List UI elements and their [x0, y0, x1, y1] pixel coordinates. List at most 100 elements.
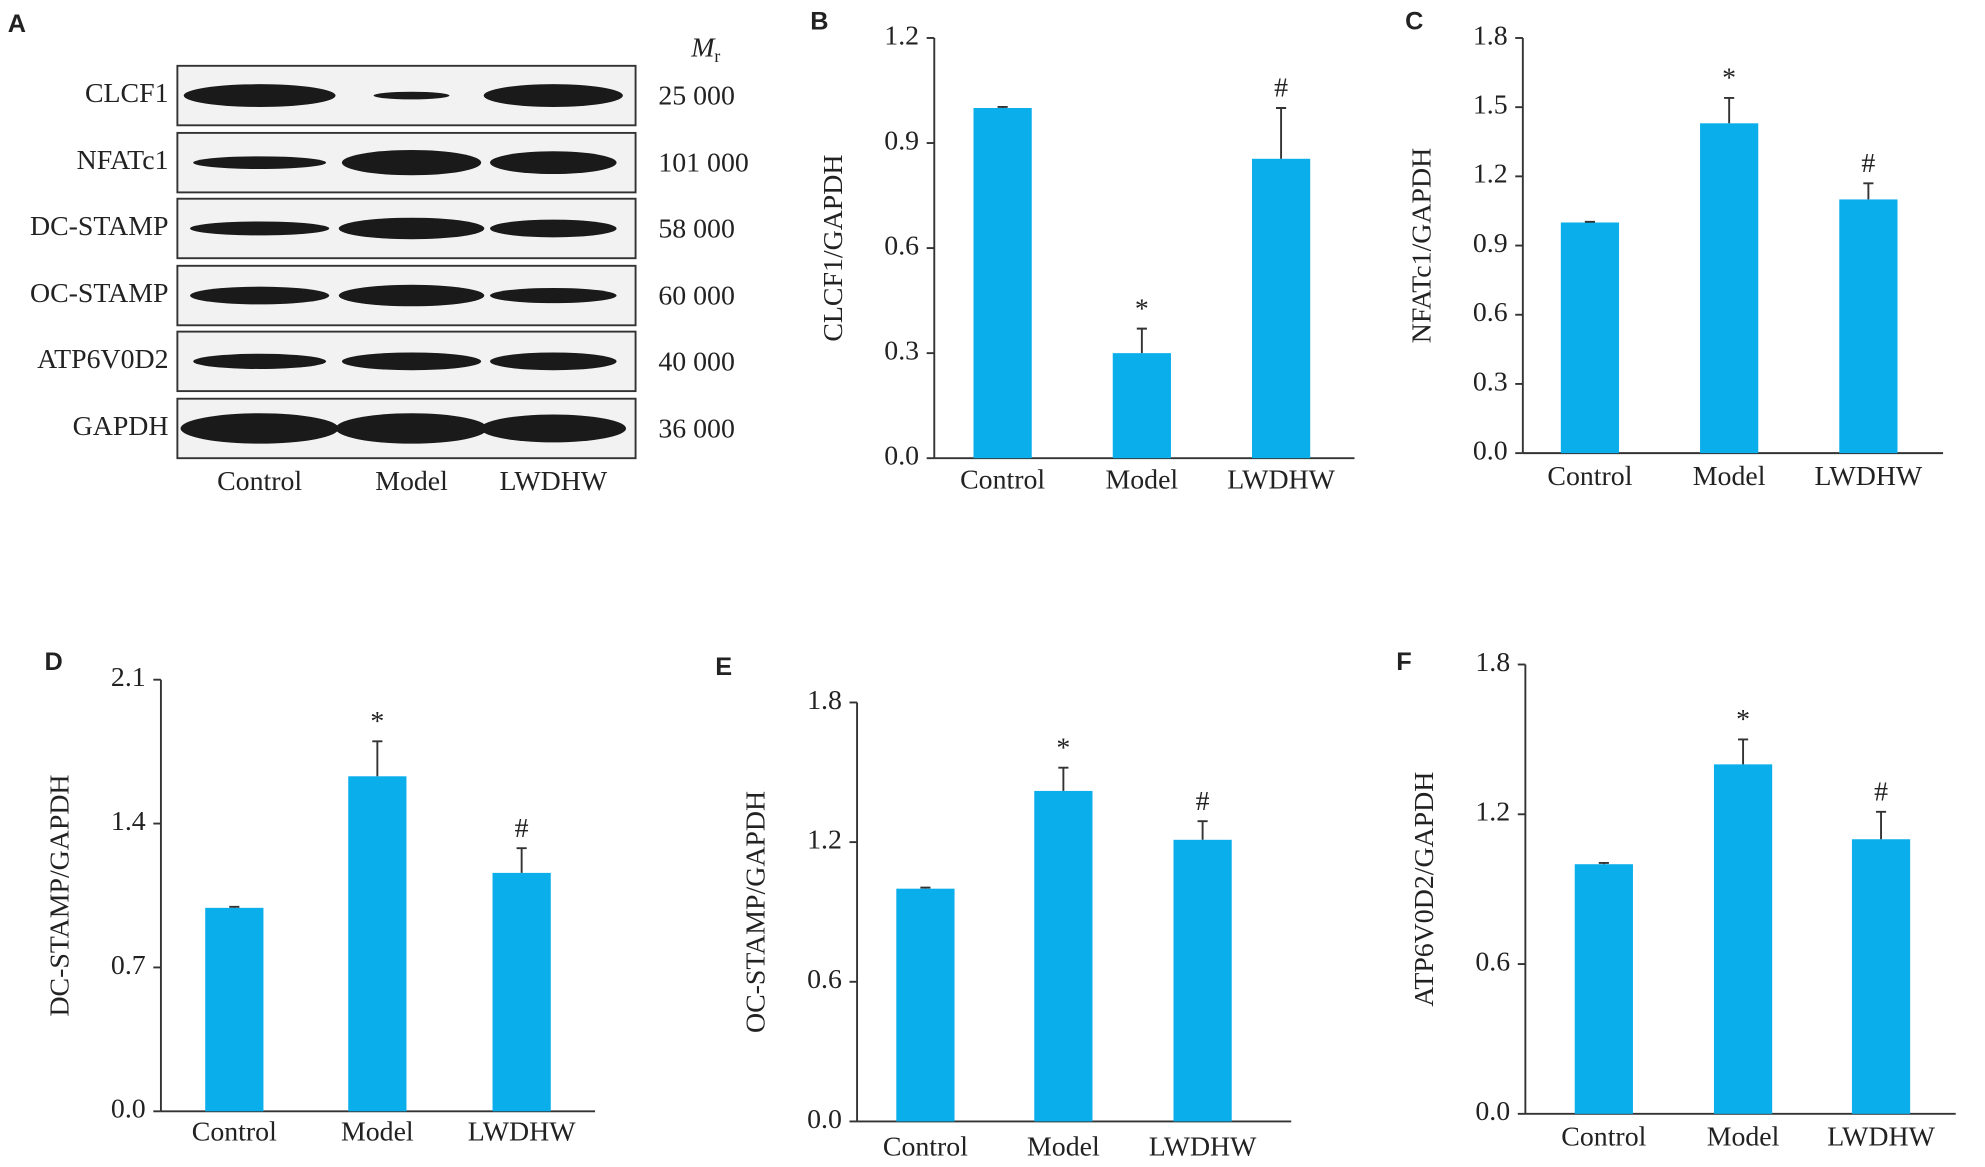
y-tick-label: 1.8	[1475, 647, 1510, 678]
blot-band	[490, 219, 617, 238]
blot-band	[490, 287, 617, 304]
mr-label: 58 000	[658, 213, 735, 244]
y-axis-label: NFATc1/GAPDH	[1407, 148, 1438, 343]
annotation: #	[1196, 786, 1210, 817]
x-tick-label: Model	[1027, 1132, 1100, 1163]
blot-band	[190, 221, 330, 236]
y-tick-label: 1.4	[111, 806, 146, 837]
blot-band	[338, 217, 485, 240]
blot-band	[190, 286, 330, 305]
annotation: *	[370, 706, 384, 737]
mr-label: 60 000	[658, 280, 735, 311]
protein-label: DC-STAMP	[30, 211, 169, 242]
blot-band	[193, 156, 327, 169]
annotation: #	[1274, 73, 1288, 104]
y-tick-label: 1.2	[884, 20, 919, 51]
lane-label: LWDHW	[499, 466, 607, 497]
y-tick-label: 0.3	[1473, 366, 1508, 397]
x-tick-label: Control	[1561, 1122, 1646, 1153]
y-tick-label: 2.1	[111, 662, 146, 693]
bar	[896, 888, 955, 1122]
mr-label: 25 000	[658, 80, 735, 111]
y-tick-label: 0.0	[884, 441, 919, 472]
protein-label: CLCF1	[85, 78, 169, 109]
y-tick-label: 0.6	[884, 230, 919, 261]
bar	[205, 907, 264, 1112]
mr-symbol: M	[690, 33, 716, 64]
annotation: #	[1874, 776, 1888, 807]
x-tick-label: Control	[960, 465, 1045, 496]
blot-band	[338, 284, 485, 307]
lane-label: Model	[375, 466, 448, 497]
blot-band	[490, 352, 617, 371]
x-tick-label: Model	[1693, 461, 1766, 492]
panel-label: C	[1405, 7, 1423, 35]
y-tick-label: 1.8	[807, 685, 842, 716]
error-bar	[1875, 810, 1887, 840]
x-tick-label: LWDHW	[468, 1116, 576, 1147]
blot-band	[180, 413, 339, 444]
x-tick-label: LWDHW	[1227, 465, 1335, 496]
blot-band	[183, 84, 336, 107]
bar	[1574, 864, 1633, 1114]
y-tick-label: 1.5	[1473, 90, 1508, 121]
protein-label: OC-STAMP	[30, 278, 169, 309]
y-tick-label: 1.2	[807, 825, 842, 856]
annotation: *	[1056, 732, 1070, 763]
y-tick-label: 0.6	[807, 964, 842, 995]
bar	[492, 872, 551, 1112]
error-bar	[1724, 96, 1735, 124]
error-bar	[1738, 738, 1749, 765]
y-axis-label: CLCF1/GAPDH	[818, 155, 849, 342]
y-tick-label: 0.6	[1475, 946, 1510, 977]
y-axis-label: DC-STAMP/GAPDH	[45, 774, 76, 1016]
panel-label: A	[8, 10, 26, 38]
protein-label: ATP6V0D2	[37, 344, 168, 375]
y-tick-label: 1.8	[1473, 20, 1508, 51]
error-bar	[1598, 862, 1609, 865]
x-tick-label: Model	[1707, 1122, 1780, 1153]
bar	[1839, 199, 1898, 454]
y-axis-label: ATP6V0D2/GAPDH	[1409, 772, 1440, 1007]
y-tick-label: 1.2	[1475, 797, 1510, 828]
error-bar	[1197, 820, 1208, 840]
error-bar	[920, 886, 931, 889]
error-bar	[372, 740, 383, 777]
bar	[1713, 764, 1773, 1114]
bar	[1700, 123, 1759, 454]
error-bar	[229, 905, 240, 908]
annotation: *	[1736, 704, 1750, 735]
x-tick-label: LWDHW	[1815, 461, 1923, 492]
x-tick-label: Control	[192, 1116, 277, 1147]
bar	[348, 776, 407, 1112]
mr-label: 40 000	[658, 346, 735, 377]
lane-label: Control	[217, 466, 302, 497]
blot-band	[483, 84, 623, 107]
panel-label: B	[810, 7, 828, 35]
y-tick-label: 0.0	[111, 1094, 146, 1125]
mr-subscript: r	[714, 46, 720, 66]
y-tick-label: 0.9	[1473, 228, 1508, 259]
error-bar	[997, 106, 1008, 109]
mr-label: 101 000	[658, 148, 748, 179]
y-tick-label: 0.0	[1473, 436, 1508, 467]
error-bar	[516, 847, 527, 873]
y-tick-label: 1.2	[1473, 159, 1508, 190]
mr-label: 36 000	[658, 413, 735, 444]
protein-label: GAPDH	[73, 411, 169, 442]
y-tick-label: 0.9	[884, 125, 919, 156]
blot-band	[480, 414, 627, 443]
blot-band	[490, 151, 617, 175]
error-bar	[1058, 766, 1069, 791]
y-tick-label: 0.3	[884, 336, 919, 367]
panel-label: E	[715, 653, 732, 681]
panel-label: D	[44, 648, 62, 676]
blot-band	[335, 413, 488, 444]
blot-band	[341, 149, 482, 176]
blot-band	[193, 353, 327, 369]
error-bar	[1584, 220, 1595, 223]
protein-label: NFATc1	[77, 145, 169, 176]
mr-header: Mr	[690, 33, 720, 66]
annotation: *	[1722, 63, 1736, 94]
